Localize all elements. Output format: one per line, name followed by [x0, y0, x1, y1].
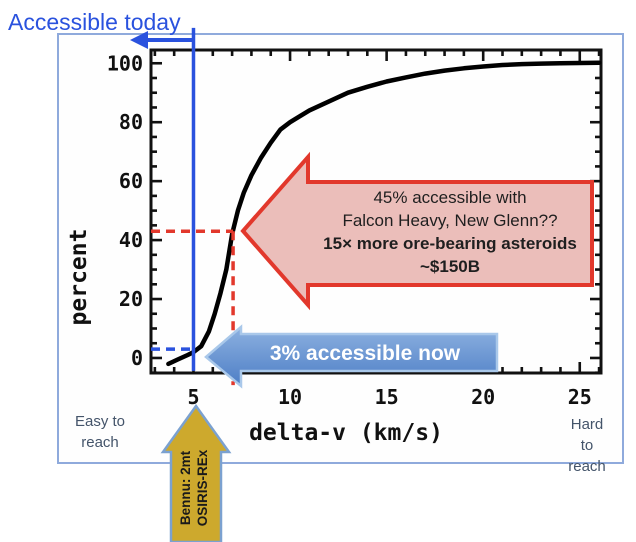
y-axis-label: percent — [66, 229, 92, 326]
svg-text:15: 15 — [375, 385, 399, 409]
svg-text:40: 40 — [119, 228, 143, 252]
hard-to-reach-line-2: to — [580, 437, 594, 454]
red-arrow-line-4: ~$150B — [420, 257, 480, 276]
easy-to-reach-label: Easy to reach — [62, 411, 138, 453]
svg-text:10: 10 — [278, 385, 302, 409]
red-arrow-line-3: 15× more ore-bearing asteroids — [323, 234, 577, 253]
bennu-arrow-line-1: Bennu: 2mt — [178, 450, 193, 525]
red-arrow-line-1: 45% accessible with — [373, 188, 526, 207]
svg-text:20: 20 — [119, 287, 143, 311]
easy-to-reach-line-1: Easy to — [74, 413, 126, 430]
blue-callout-arrow: 3% accessible now — [204, 324, 499, 389]
svg-text:80: 80 — [119, 110, 143, 134]
hard-to-reach-line-3: reach — [568, 458, 606, 475]
svg-text:100: 100 — [107, 51, 143, 75]
svg-text:25: 25 — [568, 385, 592, 409]
easy-to-reach-line-2: reach — [81, 434, 119, 451]
red-left-arrow-icon — [240, 151, 594, 311]
red-arrow-line-2: Falcon Heavy, New Glenn?? — [342, 211, 557, 230]
accessible-today-label: Accessible today — [8, 9, 181, 35]
svg-text:20: 20 — [471, 385, 495, 409]
hard-to-reach-label: Hard to reach — [556, 414, 618, 477]
accessible-today-arrow — [130, 31, 192, 49]
svg-text:0: 0 — [131, 346, 143, 370]
guide-lines — [151, 27, 235, 386]
blue-arrow-label: 3% accessible now — [270, 342, 461, 365]
red-callout-arrow: 45% accessible with Falcon Heavy, New Gl… — [240, 151, 594, 311]
hard-to-reach-line-1: Hard — [570, 416, 604, 433]
accessible-today-arrowhead-icon — [130, 31, 148, 49]
cumulative-curve — [166, 60, 602, 367]
bennu-arrow-line-2: OSIRIS-REx — [195, 449, 210, 526]
svg-text:5: 5 — [187, 385, 199, 409]
plot-axes: 5 10 15 20 25 0 20 40 60 80 100 — [107, 48, 603, 409]
x-axis-label: delta-v (km/s) — [249, 420, 443, 446]
svg-text:60: 60 — [119, 169, 143, 193]
yellow-up-arrow-icon — [160, 403, 232, 542]
bennu-arrow: Bennu: 2mt OSIRIS-REx — [160, 403, 232, 542]
blue-left-arrow-icon — [204, 324, 499, 389]
